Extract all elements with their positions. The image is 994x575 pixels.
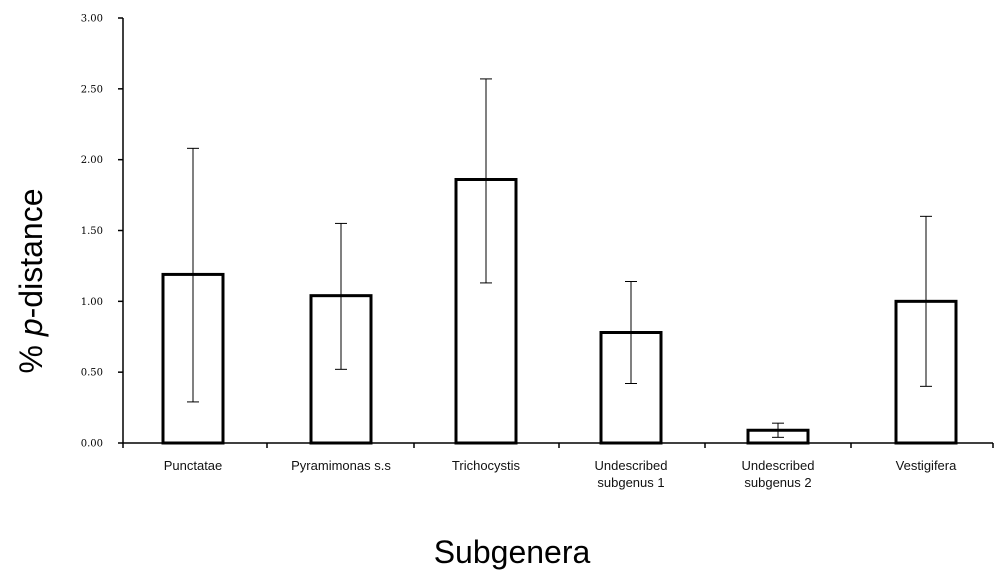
category-label-line: Undescribed [595,458,668,473]
y-axis-title-italic: p [13,318,49,337]
category-labels: Punctatae Pyramimonas s.s Trichocystis Unde… [164,458,957,490]
bar [454,178,518,445]
category-label-line: subgenus 1 [597,475,664,490]
y-axis-title-suffix: -distance [13,189,49,319]
y-tick-label: 1.50 [81,226,103,237]
category-label: Vestigifera [896,458,957,473]
bars [161,178,958,445]
category-label-line: Undescribed [742,458,815,473]
category-label: Undescribed subgenus 2 [742,458,815,490]
x-axis [122,442,994,448]
category-label: Pyramimonas s.s [291,458,391,473]
category-label: Trichocystis [452,458,521,473]
category-label: Punctatae [164,458,223,473]
category-label-line: Pyramimonas s.s [291,458,391,473]
y-axis-title: % p-distance [13,189,49,374]
category-label-line: subgenus 2 [744,475,811,490]
category-label-line: Trichocystis [452,458,521,473]
x-axis-title: Subgenera [434,534,591,570]
category-label-line: Vestigifera [896,458,957,473]
y-axis: 0.00 0.50 1.00 1.50 2.00 2.50 3.00 [81,14,124,450]
y-tick-label: 2.50 [81,84,103,95]
category-label-line: Punctatae [164,458,223,473]
y-tick-label: 1.00 [81,297,103,308]
error-bars [187,78,932,438]
y-tick-label: 2.00 [81,155,103,166]
y-axis-title-prefix: % [13,336,49,373]
y-tick-label: 0.00 [81,439,103,450]
category-label: Undescribed subgenus 1 [595,458,668,490]
y-tick-label: 0.50 [81,368,103,379]
y-tick-label: 3.00 [81,14,103,25]
